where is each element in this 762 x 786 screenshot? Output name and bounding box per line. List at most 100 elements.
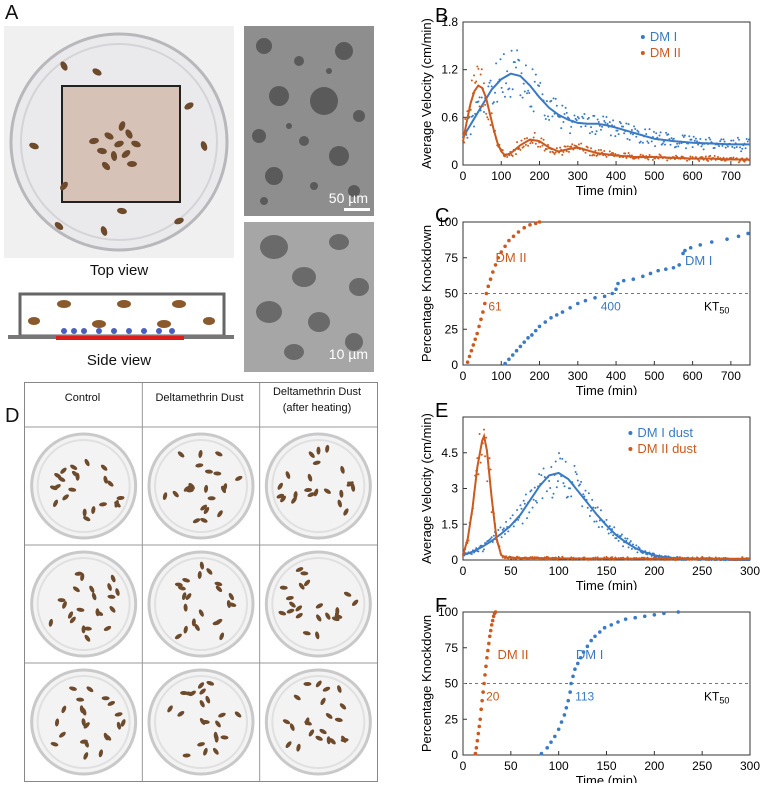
data-point bbox=[491, 102, 494, 105]
data-point bbox=[477, 324, 481, 329]
data-point bbox=[490, 618, 495, 623]
fly bbox=[220, 735, 229, 740]
data-point bbox=[667, 133, 670, 136]
data-point bbox=[648, 271, 653, 276]
data-point bbox=[664, 143, 667, 146]
fly bbox=[215, 720, 221, 728]
data-point bbox=[545, 746, 549, 750]
data-point bbox=[595, 130, 598, 133]
data-point bbox=[627, 546, 630, 549]
data-point bbox=[534, 142, 537, 145]
fly bbox=[183, 625, 188, 634]
data-point bbox=[709, 154, 712, 157]
data-point bbox=[582, 493, 585, 496]
y-tick-label: 25 bbox=[445, 322, 459, 336]
x-tick-label: 700 bbox=[721, 369, 741, 383]
fly bbox=[177, 451, 185, 458]
data-point bbox=[478, 717, 483, 722]
fly bbox=[177, 710, 185, 717]
data-point bbox=[593, 114, 596, 117]
fly bbox=[69, 686, 77, 691]
fly bbox=[83, 516, 91, 522]
fly bbox=[101, 696, 110, 701]
petri-dish-rim bbox=[271, 675, 366, 769]
fly bbox=[325, 713, 333, 719]
data-point bbox=[570, 125, 573, 128]
data-point bbox=[537, 324, 542, 329]
fly bbox=[197, 682, 205, 689]
data-point bbox=[736, 234, 741, 239]
data-point bbox=[492, 101, 495, 104]
data-point bbox=[550, 465, 553, 468]
x-tick-label: 300 bbox=[568, 369, 588, 383]
fly bbox=[172, 490, 179, 498]
data-point bbox=[484, 103, 487, 106]
annotation-dm2: 61 bbox=[488, 300, 502, 314]
data-point bbox=[659, 154, 662, 157]
column-header-deltamethrin: Deltamethrin Dust bbox=[141, 392, 258, 404]
data-point bbox=[626, 537, 629, 540]
fly bbox=[104, 734, 112, 741]
header-control-line1: Control bbox=[64, 392, 101, 404]
data-point bbox=[622, 545, 625, 548]
data-point bbox=[487, 118, 490, 121]
data-point bbox=[514, 66, 517, 69]
data-point bbox=[607, 532, 610, 535]
data-point bbox=[605, 155, 608, 158]
fly bbox=[313, 488, 319, 497]
fly bbox=[53, 484, 61, 490]
data-point bbox=[574, 471, 577, 474]
data-point bbox=[676, 610, 681, 614]
x-axis-label: Time (min) bbox=[576, 773, 638, 783]
data-point bbox=[603, 119, 606, 122]
data-point bbox=[709, 240, 714, 244]
data-point bbox=[576, 301, 580, 306]
data-point bbox=[665, 131, 668, 134]
data-point bbox=[597, 526, 600, 529]
plot-frame bbox=[462, 21, 751, 166]
data-point bbox=[686, 159, 689, 162]
data-point bbox=[722, 138, 725, 141]
x-tick-label: 200 bbox=[530, 169, 550, 183]
fly bbox=[282, 719, 291, 725]
x-axis-label: Time (min) bbox=[576, 383, 638, 395]
data-point bbox=[622, 125, 625, 128]
plot-frame bbox=[462, 416, 751, 561]
data-point bbox=[625, 156, 628, 159]
data-point bbox=[563, 485, 566, 488]
data-point bbox=[475, 738, 480, 743]
data-point bbox=[646, 140, 649, 143]
data-point bbox=[552, 151, 555, 154]
petri-dish bbox=[264, 550, 372, 658]
data-point bbox=[502, 527, 505, 530]
fly bbox=[329, 738, 336, 745]
fly bbox=[278, 610, 287, 616]
data-point bbox=[713, 146, 716, 149]
fly bbox=[192, 518, 201, 524]
data-point bbox=[510, 49, 513, 52]
data-point bbox=[664, 267, 668, 271]
fly bbox=[215, 451, 223, 457]
data-point bbox=[555, 486, 558, 489]
fly bbox=[54, 718, 60, 727]
data-point bbox=[478, 433, 481, 436]
data-point bbox=[507, 357, 511, 362]
data-point bbox=[489, 123, 492, 126]
data-point bbox=[603, 150, 606, 153]
data-point bbox=[554, 313, 559, 317]
data-point bbox=[541, 497, 544, 500]
data-point bbox=[489, 468, 492, 471]
data-point bbox=[654, 145, 657, 148]
data-point bbox=[620, 533, 623, 536]
x-tick-label: 0 bbox=[460, 369, 467, 383]
fly bbox=[183, 485, 191, 492]
data-point bbox=[650, 140, 653, 143]
petri-dish-rim bbox=[36, 557, 131, 651]
fly bbox=[222, 483, 228, 491]
data-point bbox=[527, 144, 530, 147]
y-axis-label: Percentage Knockdown bbox=[419, 615, 434, 752]
fly bbox=[339, 703, 347, 710]
data-point bbox=[564, 145, 567, 148]
data-point bbox=[652, 130, 655, 133]
data-point bbox=[744, 147, 747, 150]
